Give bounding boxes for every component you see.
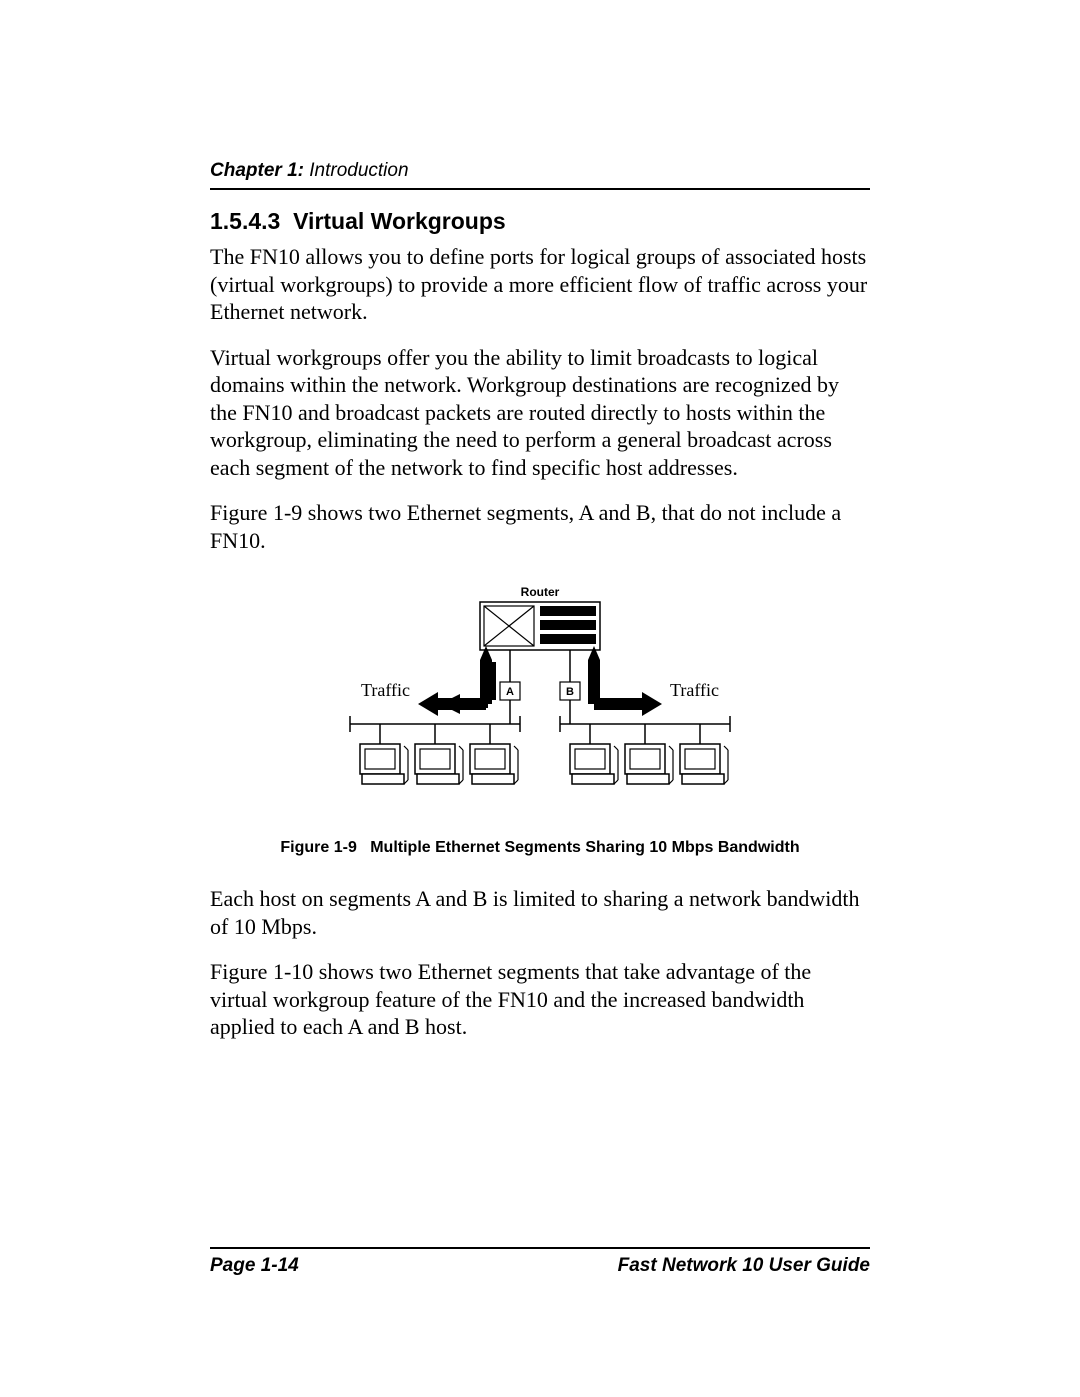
chapter-label: Chapter 1: bbox=[210, 160, 304, 181]
host-icon bbox=[415, 744, 463, 784]
figure-caption-label: Figure 1-9 bbox=[280, 839, 356, 856]
network-diagram-svg: Router A B Traffic bbox=[320, 584, 760, 814]
traffic-arrow-left bbox=[418, 646, 496, 716]
segment-a-label: A bbox=[506, 686, 514, 698]
footer-page: Page 1-14 bbox=[210, 1255, 299, 1277]
running-head: Chapter 1: Introduction bbox=[210, 160, 870, 182]
traffic-right-label: Traffic bbox=[670, 680, 719, 700]
paragraph-1: The FN10 allows you to define ports for … bbox=[210, 243, 870, 326]
router-icon: Router bbox=[480, 585, 600, 650]
section-heading: 1.5.4.3 Virtual Workgroups bbox=[210, 208, 870, 235]
footer-doc-title: Fast Network 10 User Guide bbox=[618, 1255, 870, 1277]
traffic-left-label: Traffic bbox=[361, 680, 410, 700]
host-icon bbox=[625, 744, 673, 784]
page: Chapter 1: Introduction 1.5.4.3 Virtual … bbox=[0, 0, 1080, 1397]
chapter-title: Introduction bbox=[309, 160, 408, 181]
segment-b-label: B bbox=[566, 686, 574, 698]
paragraph-2: Virtual workgroups offer you the ability… bbox=[210, 344, 870, 482]
paragraph-5: Figure 1-10 shows two Ethernet segments … bbox=[210, 958, 870, 1041]
page-footer: Page 1-14 Fast Network 10 User Guide bbox=[210, 1247, 870, 1277]
paragraph-4: Each host on segments A and B is limited… bbox=[210, 885, 870, 940]
figure-caption-text: Multiple Ethernet Segments Sharing 10 Mb… bbox=[370, 839, 799, 856]
header-rule bbox=[210, 188, 870, 190]
section-number: 1.5.4.3 bbox=[210, 208, 280, 234]
paragraph-3: Figure 1-9 shows two Ethernet segments, … bbox=[210, 499, 870, 554]
section-title: Virtual Workgroups bbox=[293, 208, 506, 234]
traffic-arrow-right bbox=[588, 646, 662, 716]
host-icon bbox=[360, 744, 408, 784]
host-icon bbox=[470, 744, 518, 784]
host-icon bbox=[570, 744, 618, 784]
host-icon bbox=[680, 744, 728, 784]
figure-1-9: Router A B Traffic bbox=[210, 584, 870, 819]
footer-rule bbox=[210, 1247, 870, 1249]
figure-caption: Figure 1-9 Multiple Ethernet Segments Sh… bbox=[210, 839, 870, 857]
router-label: Router bbox=[521, 585, 560, 599]
